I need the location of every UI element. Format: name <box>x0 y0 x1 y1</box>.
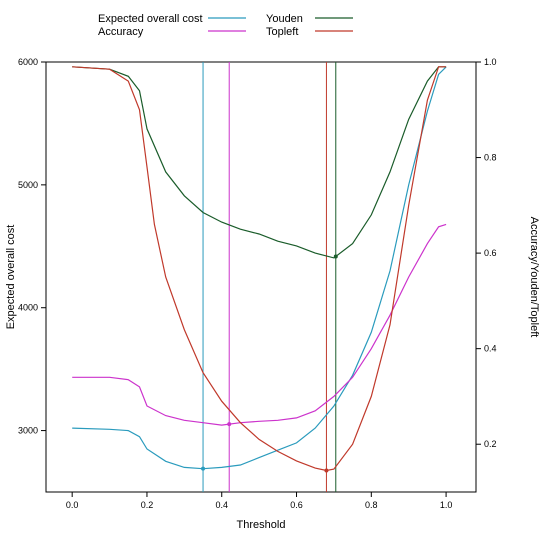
y-axis-title-left: Expected overall cost <box>5 225 17 330</box>
y-tick-label-right: 1.0 <box>484 57 497 67</box>
y-tick-label-left: 5000 <box>18 180 38 190</box>
y-tick-label-left: 4000 <box>18 303 38 313</box>
y-axis-title-right: Accuracy/Youden/Topleft <box>528 217 540 338</box>
x-tick-label: 0.6 <box>290 500 303 510</box>
series-line <box>72 66 447 472</box>
optimum-point <box>201 466 206 471</box>
x-tick-label: 0.4 <box>215 500 228 510</box>
y-tick-label-right: 0.2 <box>484 439 497 449</box>
plot-frame <box>45 61 477 493</box>
optimum-point <box>324 468 329 473</box>
legend-label: Accuracy <box>98 26 144 38</box>
series-line <box>72 223 447 426</box>
x-axis-title: Threshold <box>237 519 286 531</box>
y-tick-label-right: 0.6 <box>484 248 497 258</box>
y-tick-label-left: 3000 <box>18 426 38 436</box>
y-tick-label-left: 6000 <box>18 57 38 67</box>
x-tick-label: 0.0 <box>66 500 79 510</box>
optimum-point <box>227 422 232 427</box>
legend-label: Youden <box>266 13 303 25</box>
legend-label: Topleft <box>266 26 298 38</box>
series-layer <box>72 66 447 473</box>
vertical-lines-layer <box>202 62 337 492</box>
x-tick-label: 0.2 <box>141 500 154 510</box>
series-line <box>72 66 447 470</box>
y-tick-label-right: 0.4 <box>484 344 497 354</box>
x-tick-label: 1.0 <box>440 500 453 510</box>
legend-label: Expected overall cost <box>98 13 203 25</box>
x-tick-label: 0.8 <box>365 500 378 510</box>
y-tick-label-right: 0.8 <box>484 153 497 163</box>
series-line <box>72 66 447 259</box>
optimum-point <box>333 254 338 259</box>
axis-layer: 0.0 0.2 0.4 0.6 0.8 1.0 3000 4000 5000 6000 0.2 0.4… <box>18 57 497 510</box>
